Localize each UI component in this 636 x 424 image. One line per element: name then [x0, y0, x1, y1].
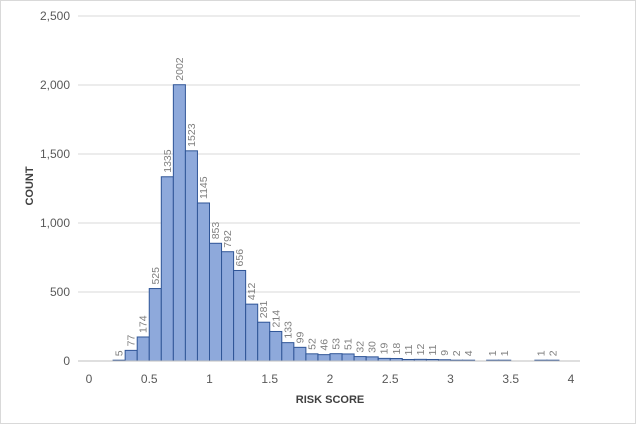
bar-data-label: 32	[355, 341, 367, 353]
x-tick-label: 0.5	[141, 372, 158, 386]
bar-data-label: 525	[150, 267, 162, 285]
y-tick-label: 2,000	[40, 78, 70, 92]
histogram-bar	[305, 353, 319, 362]
x-axis-title: RISK SCORE	[296, 394, 364, 406]
histogram-bar	[365, 356, 379, 362]
bars	[112, 84, 560, 362]
bar-data-label: 656	[234, 249, 246, 267]
histogram-bar	[317, 354, 331, 362]
bar-data-label: 11	[427, 344, 439, 355]
bar-data-label: 853	[210, 222, 222, 240]
x-axis-ticks: 0 0.5 1 1.5 2 2.5 3 3.5 4	[86, 372, 575, 386]
bar-data-label: 52	[306, 338, 318, 350]
histogram-bar	[124, 349, 138, 362]
histogram-bar	[209, 242, 223, 362]
bar-data-label: 18	[391, 343, 403, 355]
bar-data-label: 1335	[162, 149, 174, 173]
histogram-bar	[148, 288, 162, 362]
histogram-bar	[136, 336, 150, 362]
y-tick-label: 500	[50, 285, 70, 299]
bar-data-label: 99	[294, 331, 306, 343]
bar-data-label: 2	[451, 350, 463, 356]
bar-data-label: 174	[138, 315, 150, 333]
bar-data-label: 792	[222, 230, 234, 248]
bar-data-label: 412	[246, 282, 258, 300]
y-tick-label: 0	[63, 354, 70, 368]
x-tick-label: 1.5	[261, 372, 278, 386]
histogram-bar	[293, 346, 307, 362]
bar-data-label: 133	[282, 321, 294, 339]
bar-data-label: 30	[367, 341, 379, 353]
histogram-bar	[233, 269, 247, 362]
histogram-bar	[184, 150, 198, 362]
bar-data-label: 2	[547, 350, 559, 356]
bar-data-label: 281	[258, 301, 270, 319]
x-tick-label: 1	[206, 372, 213, 386]
histogram-bar	[269, 330, 283, 362]
gridlines	[78, 15, 580, 293]
y-axis-ticks: 0 500 1,000 1,500 2,000 2,500	[40, 9, 70, 368]
histogram-bar	[353, 356, 367, 362]
histogram-bar	[341, 353, 355, 362]
bar-data-label: 1	[487, 350, 499, 356]
x-tick-label: 4	[568, 372, 575, 386]
x-tick-label: 2.5	[382, 372, 399, 386]
y-tick-label: 1,500	[40, 147, 70, 161]
bar-data-label: 77	[126, 335, 138, 347]
bar-data-label: 1523	[186, 123, 198, 147]
bar-data-label: 1	[499, 350, 511, 356]
histogram-bar	[245, 303, 259, 362]
histogram-bar	[196, 202, 210, 362]
x-tick-label: 0	[86, 372, 93, 386]
bar-data-label: 1	[535, 350, 547, 356]
bar-data-label: 2002	[174, 57, 186, 81]
x-tick-label: 3	[447, 372, 454, 386]
histogram-bar	[172, 84, 186, 362]
bar-data-label: 46	[318, 339, 330, 351]
x-tick-label: 3.5	[502, 372, 519, 386]
bar-data-label: 5	[114, 350, 126, 356]
histogram-bar	[221, 251, 235, 362]
bar-data-label: 1145	[198, 176, 210, 199]
x-tick-label: 2	[327, 372, 334, 386]
bar-data-label: 9	[439, 350, 451, 356]
bar-data-label: 12	[415, 344, 427, 356]
bar-data-label: 53	[331, 338, 343, 350]
y-axis-title: COUNT	[24, 166, 36, 205]
bar-data-label: 214	[270, 310, 282, 328]
bar-data-label: 11	[403, 344, 415, 355]
histogram-bar	[257, 321, 271, 362]
bar-data-label: 19	[379, 343, 391, 355]
histogram-bar	[160, 176, 174, 362]
bar-data-label: 51	[343, 338, 355, 350]
histogram-bar	[281, 342, 295, 362]
histogram-bar	[329, 353, 343, 362]
bar-data-label: 4	[463, 350, 475, 356]
y-tick-label: 2,500	[40, 9, 70, 23]
y-tick-label: 1,000	[40, 216, 70, 230]
